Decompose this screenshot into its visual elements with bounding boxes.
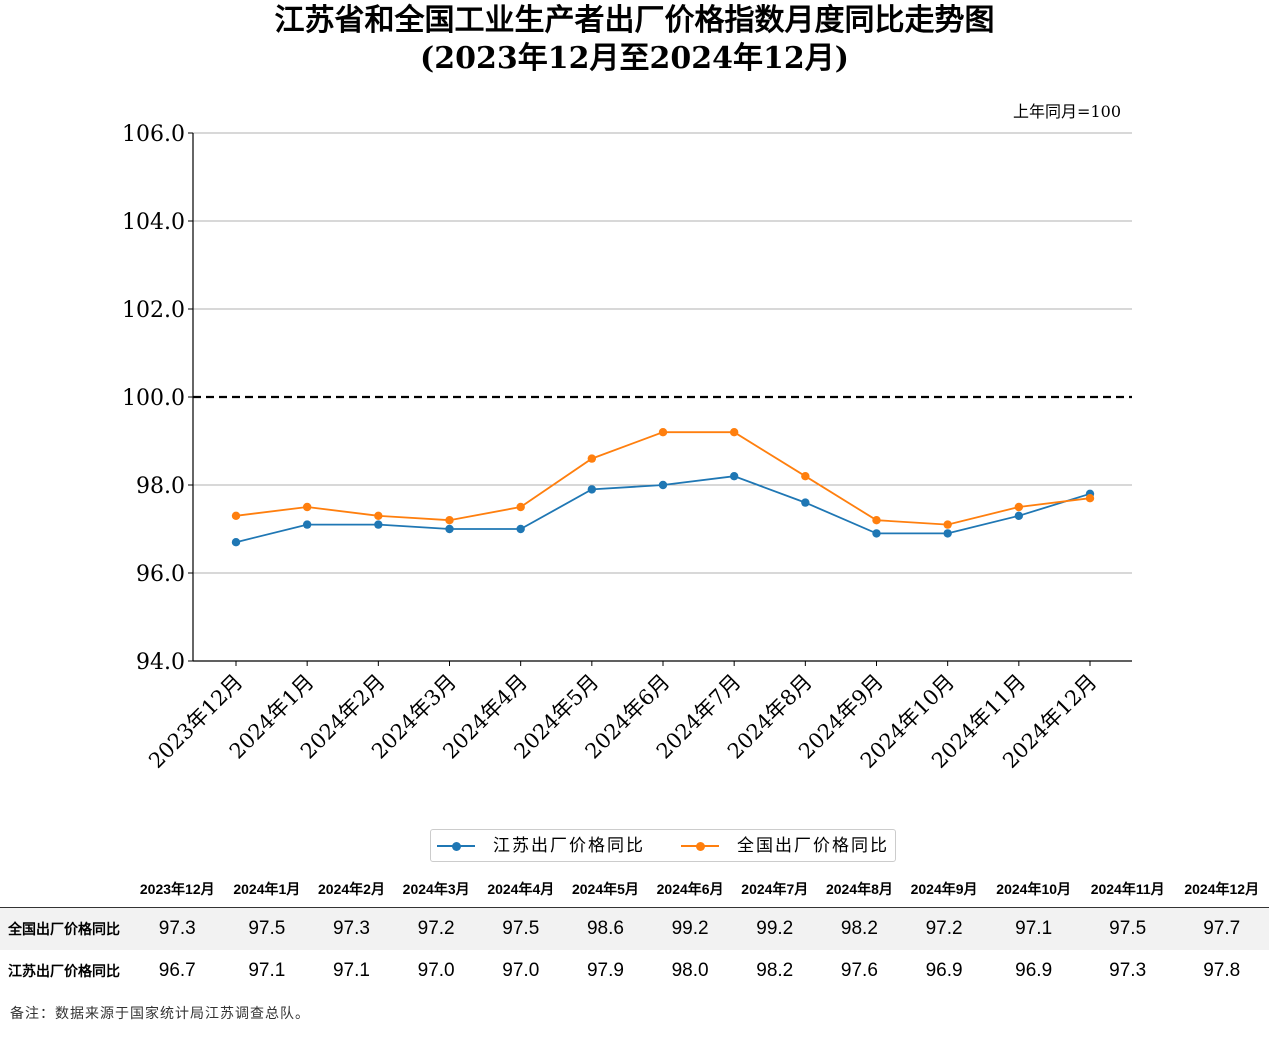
table-cell: 97.6 <box>840 960 878 981</box>
data-point-national <box>516 502 525 512</box>
legend-label-national: 全国出厂价格同比 <box>737 836 889 856</box>
table-column-header: 2024年5月 <box>571 881 639 897</box>
table-cell: 97.2 <box>417 918 455 939</box>
table-cell: 97.1 <box>248 960 286 981</box>
table-cell: 97.0 <box>417 960 455 981</box>
table-column-header: 2024年6月 <box>656 881 724 897</box>
data-point-jiangsu <box>516 524 525 534</box>
data-point-jiangsu <box>445 524 454 534</box>
data-point-national <box>587 454 597 463</box>
data-point-jiangsu <box>587 485 597 494</box>
unit-label: 上年同月=100 <box>1013 102 1121 121</box>
legend-swatch-jiangsu <box>437 841 475 851</box>
table-column-header: 2024年4月 <box>487 881 555 897</box>
data-point-jiangsu <box>729 472 739 481</box>
table-cell: 96.7 <box>158 960 196 981</box>
table-cell: 99.2 <box>756 918 794 939</box>
data-point-national <box>445 516 454 525</box>
table-corner-cell <box>0 871 130 908</box>
data-point-national <box>374 511 383 520</box>
y-tick-label: 106.0 <box>122 122 185 147</box>
y-tick-label: 96.0 <box>136 562 185 587</box>
table-cell: 97.3 <box>1109 960 1147 981</box>
table-column-header: 2024年8月 <box>825 881 893 897</box>
legend-label-jiangsu: 江苏出厂价格同比 <box>493 836 645 856</box>
table-column-header: 2024年10月 <box>996 881 1072 897</box>
x-tick-labels: 2023年12月2024年1月2024年2月2024年3月2024年4月2024… <box>144 670 1101 773</box>
table-row-label: 江苏出厂价格同比 <box>8 963 120 979</box>
data-point-national <box>658 428 668 437</box>
y-tick-label: 94.0 <box>136 650 185 675</box>
chart-title-line1: 江苏省和全国工业生产者出厂价格指数月度同比走势图 <box>274 3 995 38</box>
grid-lines <box>193 132 1132 574</box>
table-cell: 96.9 <box>1015 960 1053 981</box>
legend-swatch-national <box>681 841 719 851</box>
table-cell: 98.2 <box>840 918 878 939</box>
data-point-national <box>801 472 810 481</box>
data-point-jiangsu <box>943 529 952 538</box>
table-cell: 97.5 <box>502 918 540 939</box>
y-tick-label: 98.0 <box>136 474 185 499</box>
table-row-label: 全国出厂价格同比 <box>8 921 120 937</box>
data-point-national <box>1014 502 1024 512</box>
table-cell: 97.1 <box>332 960 370 981</box>
table-cell: 97.5 <box>1109 918 1147 939</box>
data-point-national <box>1085 494 1095 503</box>
axes <box>188 132 1132 666</box>
table-cell: 97.7 <box>1203 918 1241 939</box>
data-point-jiangsu <box>658 480 668 490</box>
table-column-header: 2023年12月 <box>139 881 215 897</box>
table-cell: 98.2 <box>756 960 794 981</box>
table-column-header: 2024年12月 <box>1184 881 1260 897</box>
table-column-header: 2024年3月 <box>402 881 470 897</box>
chart-legend: 江苏出厂价格同比 全国出厂价格同比 <box>430 829 896 862</box>
table-cell: 97.3 <box>158 918 196 939</box>
y-tick-labels: 94.0 96.0 98.0 100.0 102.0 104.0 106.0 <box>122 122 185 675</box>
data-point-jiangsu <box>1014 511 1024 520</box>
table-cell: 97.0 <box>502 960 540 981</box>
table-header-row: 2023年12月 2024年1月 2024年2月 2024年3月 2024年4月… <box>0 871 1269 908</box>
table-cell: 97.9 <box>586 960 624 981</box>
table-column-header: 2024年1月 <box>233 881 301 897</box>
line-chart: 94.0 96.0 98.0 100.0 102.0 104.0 106.0 2023年12… <box>122 122 1132 773</box>
table-cell: 97.3 <box>332 918 370 939</box>
data-table: 2023年12月 2024年1月 2024年2月 2024年3月 2024年4月… <box>0 871 1269 992</box>
table-cell: 97.2 <box>925 918 963 939</box>
chart-title: 江苏省和全国工业生产者出厂价格指数月度同比走势图 (2023年12月至2024年… <box>0 2 1269 78</box>
table-row-national: 全国出厂价格同比 97.3 97.5 97.3 97.2 97.5 98.6 9… <box>0 907 1269 950</box>
data-point-national <box>943 520 952 529</box>
y-tick-label: 102.0 <box>122 298 185 323</box>
table-cell: 97.1 <box>1015 918 1053 939</box>
table-cell: 96.9 <box>925 960 963 981</box>
data-point-jiangsu <box>374 520 383 529</box>
table-cell: 98.0 <box>671 960 709 981</box>
series-lines <box>231 428 1095 547</box>
table-cell: 97.8 <box>1203 960 1241 981</box>
x-tick-label: 2023年12月 <box>144 670 247 773</box>
y-tick-label: 104.0 <box>122 210 185 235</box>
data-point-jiangsu <box>801 498 810 507</box>
series-line-national <box>235 431 1091 526</box>
chart-title-line2: (2023年12月至2024年12月) <box>420 41 849 76</box>
data-point-national <box>302 502 312 512</box>
table-cell: 98.6 <box>586 918 624 939</box>
data-point-national <box>729 428 739 437</box>
data-point-jiangsu <box>302 520 312 529</box>
table-row-jiangsu: 江苏出厂价格同比 96.7 97.1 97.1 97.0 97.0 97.9 9… <box>0 950 1269 992</box>
footnote: 备注：数据来源于国家统计局江苏调查总队。 <box>10 1006 310 1022</box>
data-point-national <box>872 516 881 525</box>
table-cell: 97.5 <box>248 918 286 939</box>
data-point-national <box>231 511 241 520</box>
table-column-header: 2024年11月 <box>1090 881 1165 897</box>
data-point-jiangsu <box>872 529 881 538</box>
data-point-jiangsu <box>231 538 241 547</box>
table-column-header: 2024年7月 <box>741 881 809 897</box>
legend-marker-national <box>696 841 705 851</box>
y-tick-label: 100.0 <box>122 386 185 411</box>
table-column-header: 2024年9月 <box>910 881 978 897</box>
table-cell: 99.2 <box>671 918 709 939</box>
legend-marker-jiangsu <box>452 841 461 851</box>
table-column-header: 2024年2月 <box>318 881 385 897</box>
